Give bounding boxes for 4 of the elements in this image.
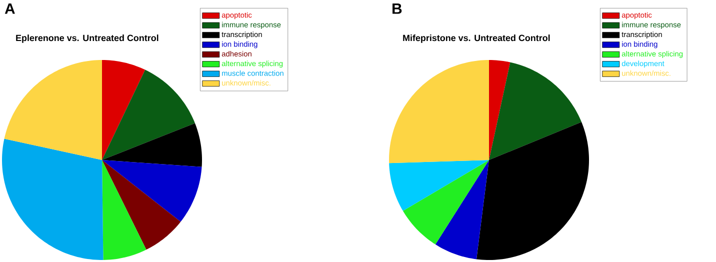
text: Eplerenone vs. Untreated Control [16,34,158,43]
text: A [4,4,15,14]
text: Mifepristone vs. Untreated Control [403,34,550,43]
text: B [392,4,402,14]
